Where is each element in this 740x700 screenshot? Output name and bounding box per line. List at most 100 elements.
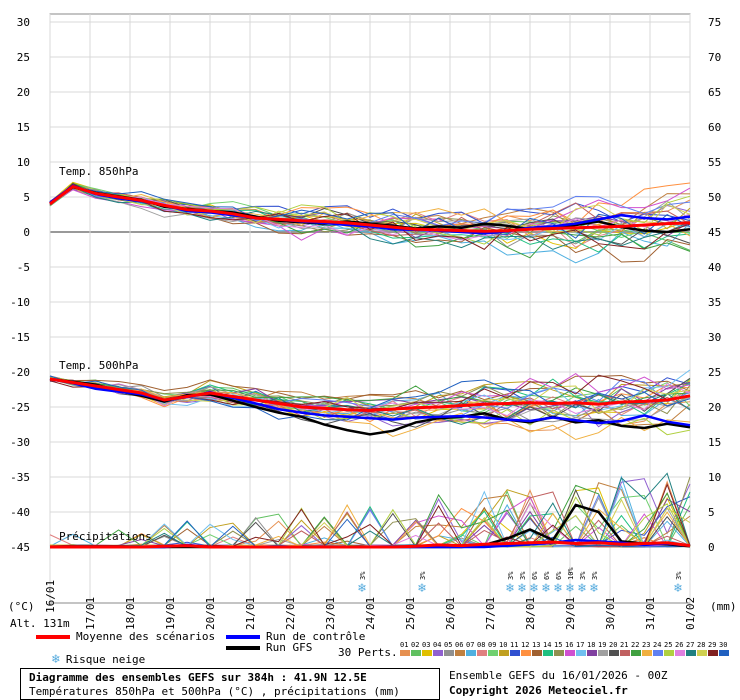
pert-swatch — [444, 650, 454, 656]
pert-swatch — [510, 650, 520, 656]
pert-swatch — [488, 650, 498, 656]
pert-swatch — [653, 650, 663, 656]
pert-number: 29 — [708, 641, 716, 649]
right-tick-label: 45 — [708, 226, 721, 239]
pert-swatch — [521, 650, 531, 656]
left-tick-label: -25 — [10, 401, 30, 414]
right-tick-label: 70 — [708, 51, 721, 64]
right-tick-label: 10 — [708, 471, 721, 484]
pert-number: 10 — [499, 641, 507, 649]
pert-swatch — [609, 650, 619, 656]
snowflake-icon: ❄ — [589, 581, 598, 596]
right-unit: (mm) — [710, 600, 737, 613]
pert-number: 28 — [697, 641, 705, 649]
pert-swatch — [620, 650, 630, 656]
panel-label: Temp. 850hPa — [59, 165, 138, 178]
right-tick-label: 40 — [708, 261, 721, 274]
mean-line — [49, 184, 691, 233]
pert-number: 06 — [455, 641, 463, 649]
gfs-swatch — [226, 645, 260, 650]
left-tick-label: 5 — [23, 191, 30, 204]
x-tick-label: 21/01 — [244, 597, 257, 630]
pert-swatch — [565, 650, 575, 656]
pert-swatch — [433, 650, 443, 656]
pert-number: 09 — [488, 641, 496, 649]
right-tick-label: 15 — [708, 436, 721, 449]
pert-swatch — [554, 650, 564, 656]
pert-number: 13 — [532, 641, 540, 649]
pert-number: 01 — [400, 641, 408, 649]
snow-pct-label: 3% — [519, 571, 527, 580]
pert-swatch — [631, 650, 641, 656]
pert-number: 16 — [565, 641, 573, 649]
snowflake-icon: ❄ — [505, 581, 514, 596]
left-tick-label: -20 — [10, 366, 30, 379]
legend-snow-label: Risque neige — [65, 653, 146, 666]
snow-pct-label: 3% — [591, 571, 599, 580]
pert-swatch — [499, 650, 509, 656]
run-info: Ensemble GEFS du 16/01/2026 - 00Z — [449, 669, 668, 682]
left-tick-label: 20 — [17, 86, 30, 99]
pert-number: 12 — [521, 641, 529, 649]
snow-pct-label: 3% — [419, 571, 427, 580]
altitude-label: Alt. 131m — [10, 617, 70, 630]
right-tick-label: 75 — [708, 16, 721, 29]
pert-number: 25 — [664, 641, 672, 649]
pert-number: 27 — [686, 641, 694, 649]
x-tick-label: 30/01 — [604, 597, 617, 630]
snow-pct-label: 6% — [531, 571, 539, 580]
pert-number: 23 — [642, 641, 650, 649]
copyright: Copyright 2026 Meteociel.fr — [449, 684, 628, 697]
pert-swatch — [664, 650, 674, 656]
legend-control: Run de contrôle — [226, 630, 365, 643]
snowflake-icon: ❄ — [52, 652, 60, 667]
right-tick-label: 0 — [708, 541, 715, 554]
left-tick-label: -30 — [10, 436, 30, 449]
panel-label: Précipitations — [59, 530, 152, 543]
pert-number: 11 — [510, 641, 518, 649]
x-tick-label: 19/01 — [164, 597, 177, 630]
pert-number: 14 — [543, 641, 551, 649]
x-tick-label: 25/01 — [404, 597, 417, 630]
member-line — [49, 374, 691, 401]
pert-swatch — [719, 650, 729, 656]
main-series — [49, 184, 691, 549]
pert-swatch — [642, 650, 652, 656]
snow-pct-label: 3% — [675, 571, 683, 580]
pert-number: 18 — [587, 641, 595, 649]
pert-swatch — [587, 650, 597, 656]
x-tick-label: 24/01 — [364, 597, 377, 630]
pert-number: 07 — [466, 641, 474, 649]
left-tick-label: -10 — [10, 296, 30, 309]
right-tick-label: 25 — [708, 366, 721, 379]
snow-pct-label: 3% — [507, 571, 515, 580]
mean-line — [50, 540, 691, 549]
pert-number: 20 — [609, 641, 617, 649]
snowflake-icon: ❄ — [565, 581, 574, 596]
snow-pct-label: 3% — [359, 571, 367, 580]
x-tick-label: 27/01 — [484, 597, 497, 630]
mean-line — [49, 377, 691, 413]
title-line: Diagramme des ensembles GEFS sur 384h : … — [29, 671, 367, 684]
pert-number: 17 — [576, 641, 584, 649]
left-tick-label: 25 — [17, 51, 30, 64]
snow-pct-label: 10% — [567, 567, 575, 580]
snowflake-icon: ❄ — [577, 581, 586, 596]
snow-pct-label: 3% — [579, 571, 587, 580]
pert-number: 05 — [444, 641, 452, 649]
left-tick-label: -45 — [10, 541, 30, 554]
x-tick-label: 16/01 — [44, 580, 57, 613]
pert-swatch — [477, 650, 487, 656]
pert-number: 19 — [598, 641, 606, 649]
right-tick-label: 30 — [708, 331, 721, 344]
pert-swatch — [411, 650, 421, 656]
pert-number: 21 — [620, 641, 628, 649]
snow-pct-label: 6% — [555, 571, 563, 580]
pert-number: 03 — [422, 641, 430, 649]
left-tick-label: 0 — [23, 226, 30, 239]
pert-number: 24 — [653, 641, 661, 649]
pert-swatch — [400, 650, 410, 656]
x-tick-label: 18/01 — [124, 597, 137, 630]
right-tick-label: 60 — [708, 121, 721, 134]
member-line — [49, 185, 691, 239]
